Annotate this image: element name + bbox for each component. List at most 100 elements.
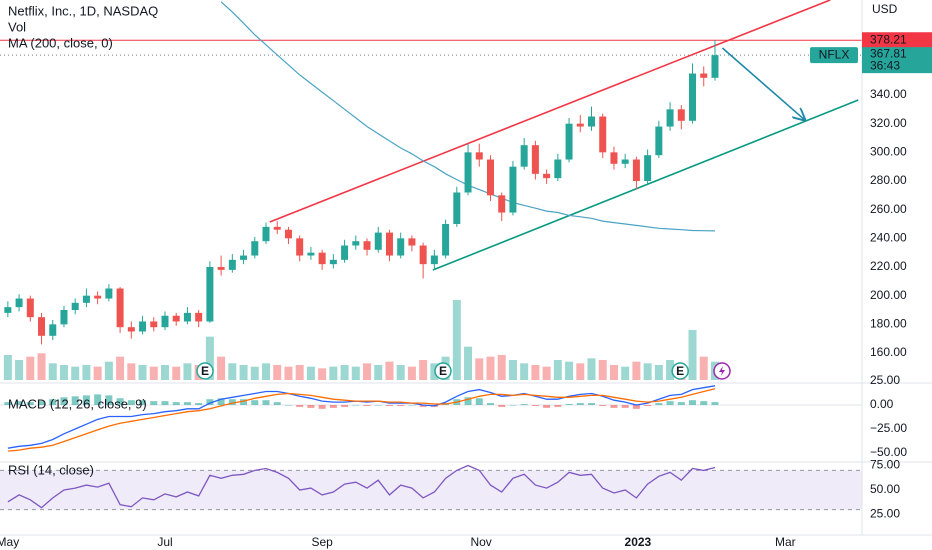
y-tick-label: 25.00: [870, 373, 900, 387]
x-tick-label: Nov: [470, 535, 491, 549]
candle-body: [150, 321, 158, 328]
rsi-pane: [0, 464, 862, 511]
macd-histogram-bar: [318, 404, 326, 409]
trend-line: [432, 99, 859, 271]
macd-histogram-bar: [251, 400, 259, 405]
macd-histogram-bar: [644, 404, 652, 406]
y-tick-label: 240.00: [870, 231, 907, 245]
macd-histogram-bar: [419, 404, 427, 407]
macd-histogram-bar: [4, 402, 12, 405]
volume-bar: [340, 365, 349, 380]
macd-histogram-bar: [588, 403, 596, 405]
candle-body: [588, 116, 596, 127]
macd-histogram-bar: [60, 397, 68, 405]
volume-bar: [138, 365, 147, 380]
volume-bar: [273, 365, 282, 380]
macd-histogram-bar: [217, 398, 225, 405]
candle-body: [127, 327, 135, 332]
currency: USD: [872, 2, 898, 16]
chart-title: Netflix, Inc., 1D, NASDAQ: [8, 3, 158, 18]
volume-bar: [329, 366, 338, 380]
y-tick-label: 220.00: [870, 259, 907, 273]
macd-histogram-bar: [475, 398, 483, 405]
macd-histogram-bar: [632, 404, 640, 409]
candle-body: [82, 295, 90, 303]
x-tick-label: Mar: [775, 535, 796, 549]
price-line-label: 378.21: [870, 32, 907, 46]
volume-label: Vol: [8, 19, 26, 34]
macd-histogram-bar: [172, 402, 180, 405]
volume-bar: [127, 363, 136, 380]
candle-body: [161, 315, 169, 328]
macd-histogram-bar: [689, 400, 697, 405]
arrow: [721, 47, 804, 120]
x-tick-label: May: [0, 535, 19, 549]
volume-bar: [520, 363, 529, 380]
macd-histogram-bar: [711, 402, 719, 405]
volume-bar: [205, 336, 214, 380]
volume-bar: [576, 363, 585, 380]
earnings-icon: [434, 362, 452, 380]
candle-body: [183, 312, 191, 322]
dividend-icon: [713, 362, 731, 380]
candle-body: [94, 295, 102, 299]
y-tick-label: 340.00: [870, 87, 907, 101]
earnings-label: E: [439, 364, 447, 378]
y-tick-label: 320.00: [870, 116, 907, 130]
candle-body: [262, 226, 270, 242]
macd-histogram-bar: [82, 395, 90, 405]
volume-bar: [3, 355, 12, 380]
macd-histogram-bar: [240, 399, 248, 405]
volume-bar: [407, 366, 416, 380]
candle-body: [655, 126, 663, 156]
volume-bar: [82, 365, 91, 380]
x-tick-label: 2023: [625, 535, 652, 549]
macd-histogram-bar: [509, 404, 517, 406]
candle-body: [397, 238, 405, 256]
macd-histogram-bar: [408, 404, 416, 406]
candle-body: [139, 321, 147, 332]
macd-histogram-bar: [307, 404, 315, 408]
macd-histogram-bar: [206, 399, 214, 405]
candle-body: [363, 241, 371, 250]
candle-body: [228, 259, 236, 270]
macd-histogram-bar: [150, 401, 158, 405]
candle-body: [195, 312, 203, 322]
volume-bar: [643, 363, 652, 380]
symbol-box: [810, 47, 858, 64]
candle-body: [240, 255, 248, 260]
macd-histogram-bar: [565, 404, 573, 405]
candle-body: [486, 159, 494, 196]
volume-bar: [37, 353, 46, 380]
volume-bar: [452, 300, 461, 380]
candle-body: [464, 152, 472, 193]
candle-body: [49, 324, 57, 336]
macd-histogram-bar: [116, 398, 124, 405]
candle-body: [408, 238, 416, 246]
macd-histogram-bar: [38, 401, 46, 405]
macd-histogram-bar: [531, 404, 539, 406]
volume-bar: [172, 366, 181, 380]
macd-histogram-bar: [677, 402, 685, 405]
macd-histogram-bar: [498, 404, 506, 407]
volume-bar: [48, 363, 57, 380]
ma-label: MA (200, close, 0): [8, 35, 113, 50]
candle-body: [385, 232, 393, 256]
candle-body: [498, 195, 506, 213]
y-tick-label: 260.00: [870, 202, 907, 216]
macd-histogram-bar: [161, 401, 169, 405]
macd-histogram-bar: [49, 399, 57, 405]
candle-body: [273, 226, 281, 230]
volume-bar: [374, 365, 383, 380]
volume-bar: [295, 365, 304, 380]
candle-body: [543, 173, 551, 179]
macd-histogram-bar: [262, 400, 270, 405]
macd-histogram-bar: [15, 401, 23, 405]
volume-bar: [217, 356, 226, 380]
volume-bar: [621, 366, 630, 380]
candle-body: [520, 145, 528, 167]
y-tick-label: 0.00: [870, 397, 894, 411]
volume-bar: [26, 356, 35, 380]
